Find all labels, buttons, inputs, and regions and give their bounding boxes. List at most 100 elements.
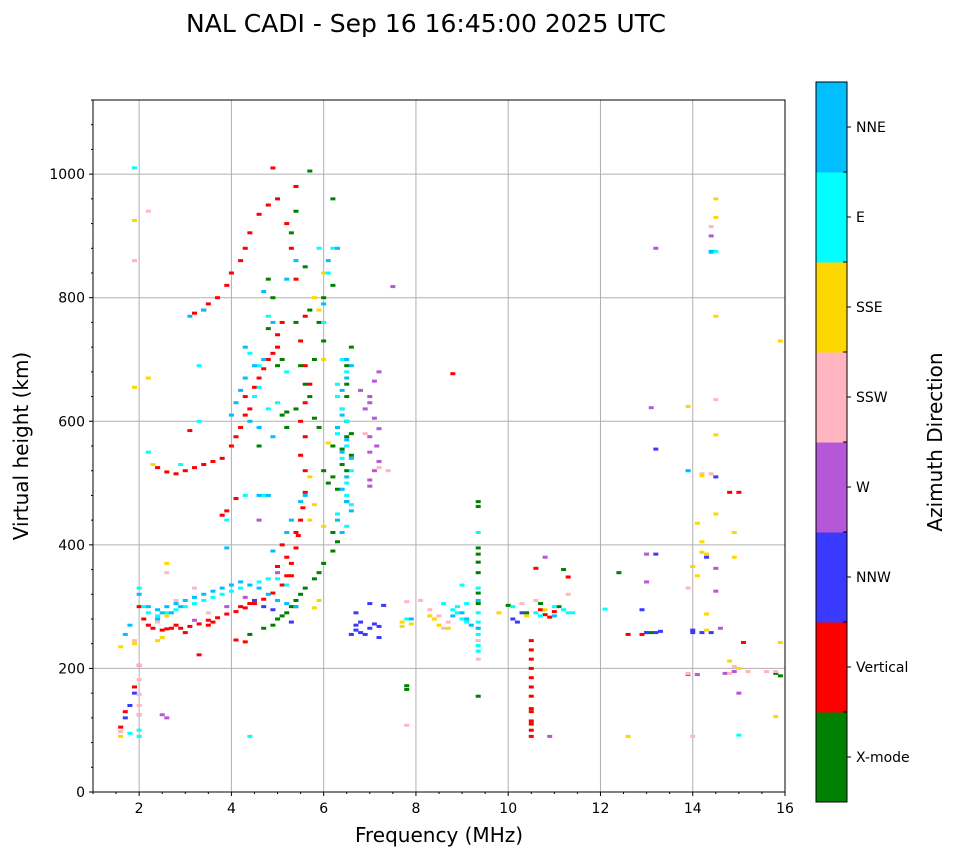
data-point xyxy=(528,707,534,711)
data-point xyxy=(348,364,354,368)
data-point xyxy=(325,259,331,263)
data-point xyxy=(418,598,424,602)
data-point xyxy=(242,595,248,599)
data-point xyxy=(251,395,257,399)
data-point xyxy=(376,466,382,470)
data-point xyxy=(265,407,271,411)
data-point xyxy=(302,401,308,405)
data-point xyxy=(330,531,336,534)
data-point xyxy=(182,605,188,609)
data-point xyxy=(713,398,719,402)
data-point xyxy=(348,503,354,507)
data-point xyxy=(238,605,244,609)
data-point xyxy=(344,395,350,399)
data-point xyxy=(205,623,211,627)
data-point xyxy=(335,518,341,522)
data-point xyxy=(284,410,290,414)
data-point xyxy=(542,555,548,559)
data-point xyxy=(344,376,350,380)
data-point xyxy=(284,370,290,374)
data-point xyxy=(261,597,267,601)
data-point xyxy=(441,602,447,606)
data-point xyxy=(344,370,350,374)
data-point xyxy=(247,734,253,738)
data-point xyxy=(390,285,396,289)
data-point xyxy=(145,623,151,627)
data-point xyxy=(132,218,138,222)
data-point xyxy=(316,308,322,312)
data-point xyxy=(344,358,350,361)
data-point xyxy=(279,614,285,618)
data-point xyxy=(708,631,714,635)
data-point xyxy=(256,364,262,368)
data-point xyxy=(265,327,271,331)
data-point xyxy=(362,632,368,636)
data-point xyxy=(436,614,442,618)
x-tick-label: 6 xyxy=(319,801,328,817)
data-point xyxy=(293,320,299,324)
colorbar-segment-w xyxy=(816,442,847,533)
data-point xyxy=(159,713,165,717)
data-point xyxy=(459,583,465,587)
data-point xyxy=(159,611,165,615)
data-point xyxy=(219,513,225,517)
data-point xyxy=(307,308,313,312)
data-point xyxy=(293,185,299,188)
data-point xyxy=(238,580,244,584)
data-point xyxy=(475,620,481,624)
data-point xyxy=(464,617,470,621)
y-tick-label: 800 xyxy=(58,291,85,307)
data-point xyxy=(773,715,779,719)
data-point xyxy=(293,531,299,534)
data-point xyxy=(339,358,345,361)
data-point xyxy=(358,388,364,392)
colorbar-segment-nne xyxy=(816,82,847,173)
data-point xyxy=(256,385,262,389)
data-point xyxy=(648,406,654,410)
data-point xyxy=(307,395,313,399)
data-point xyxy=(127,623,133,627)
data-point xyxy=(178,605,184,609)
series-e xyxy=(127,166,742,738)
data-point xyxy=(616,571,622,575)
data-point xyxy=(371,416,377,420)
data-point xyxy=(295,534,301,538)
data-point xyxy=(330,549,336,553)
data-point xyxy=(362,432,368,436)
data-point xyxy=(367,484,373,488)
data-point xyxy=(284,425,290,429)
data-point xyxy=(376,427,382,431)
data-point xyxy=(685,586,691,590)
data-point xyxy=(298,592,304,596)
data-point xyxy=(736,733,742,737)
data-point xyxy=(288,605,294,609)
data-point xyxy=(247,419,253,423)
data-point xyxy=(625,632,631,636)
data-point xyxy=(519,611,525,615)
colorbar-segment-ssw xyxy=(816,352,847,443)
data-point xyxy=(251,364,257,368)
data-point xyxy=(321,358,327,361)
data-point xyxy=(288,561,294,565)
data-point xyxy=(219,592,225,596)
data-point xyxy=(367,478,373,482)
data-point xyxy=(191,466,197,470)
data-point xyxy=(316,571,322,575)
data-point xyxy=(731,555,737,559)
data-point xyxy=(311,503,317,507)
data-point xyxy=(339,388,345,392)
data-point xyxy=(528,722,534,726)
data-point xyxy=(159,628,165,632)
data-point xyxy=(399,620,405,624)
data-point xyxy=(136,663,142,667)
data-point xyxy=(233,435,239,439)
data-point xyxy=(570,611,576,615)
data-point xyxy=(219,586,225,590)
data-point xyxy=(475,531,481,534)
data-point xyxy=(468,623,474,627)
data-point xyxy=(335,487,341,491)
data-point xyxy=(353,623,359,627)
data-point xyxy=(164,605,170,609)
data-point xyxy=(459,611,465,615)
data-point xyxy=(288,231,294,235)
